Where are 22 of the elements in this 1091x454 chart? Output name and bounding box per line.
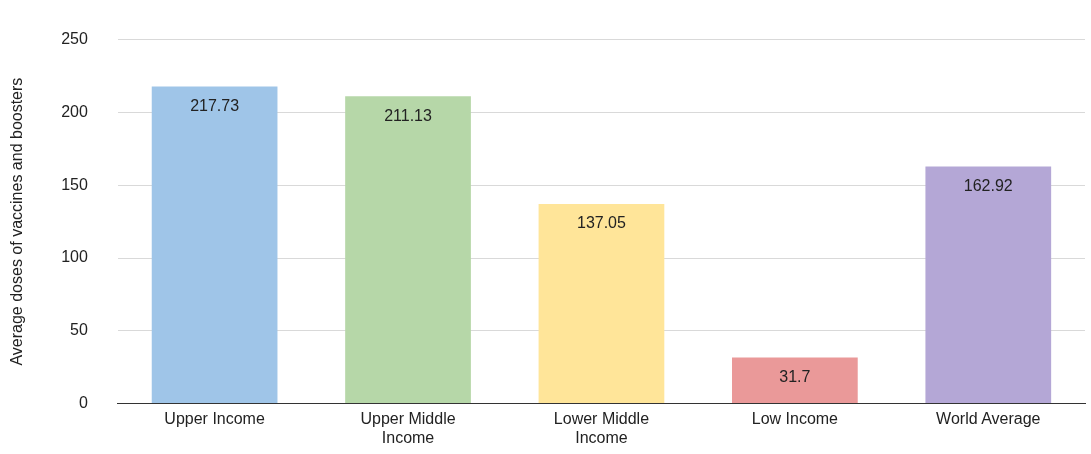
data-label: 217.73 — [190, 96, 240, 114]
data-label: 211.13 — [384, 106, 432, 124]
x-tick-label: Low Income — [751, 409, 839, 427]
y-tick-label: 150 — [61, 175, 88, 193]
bar — [925, 166, 1052, 404]
x-tick-label: Upper Middle Income — [360, 409, 456, 446]
x-tick-label: Upper Income — [164, 409, 265, 427]
bar — [732, 357, 858, 404]
bar — [345, 96, 471, 404]
y-tick-label: 0 — [78, 394, 88, 412]
y-tick-label: 100 — [61, 248, 88, 266]
bar — [538, 204, 665, 404]
data-label: 31.7 — [779, 367, 811, 385]
x-tick-label: World Average — [936, 409, 1041, 427]
x-tick-label: Lower Middle Income — [553, 409, 650, 446]
bar — [151, 86, 278, 404]
data-label: 137.05 — [576, 214, 627, 232]
y-tick-label: 200 — [61, 102, 88, 120]
y-tick-label: 250 — [61, 30, 88, 48]
data-label: 162.92 — [963, 176, 1013, 194]
y-axis-title: Average doses of vaccines and boosters — [8, 77, 26, 366]
y-tick-label: 50 — [70, 321, 88, 339]
